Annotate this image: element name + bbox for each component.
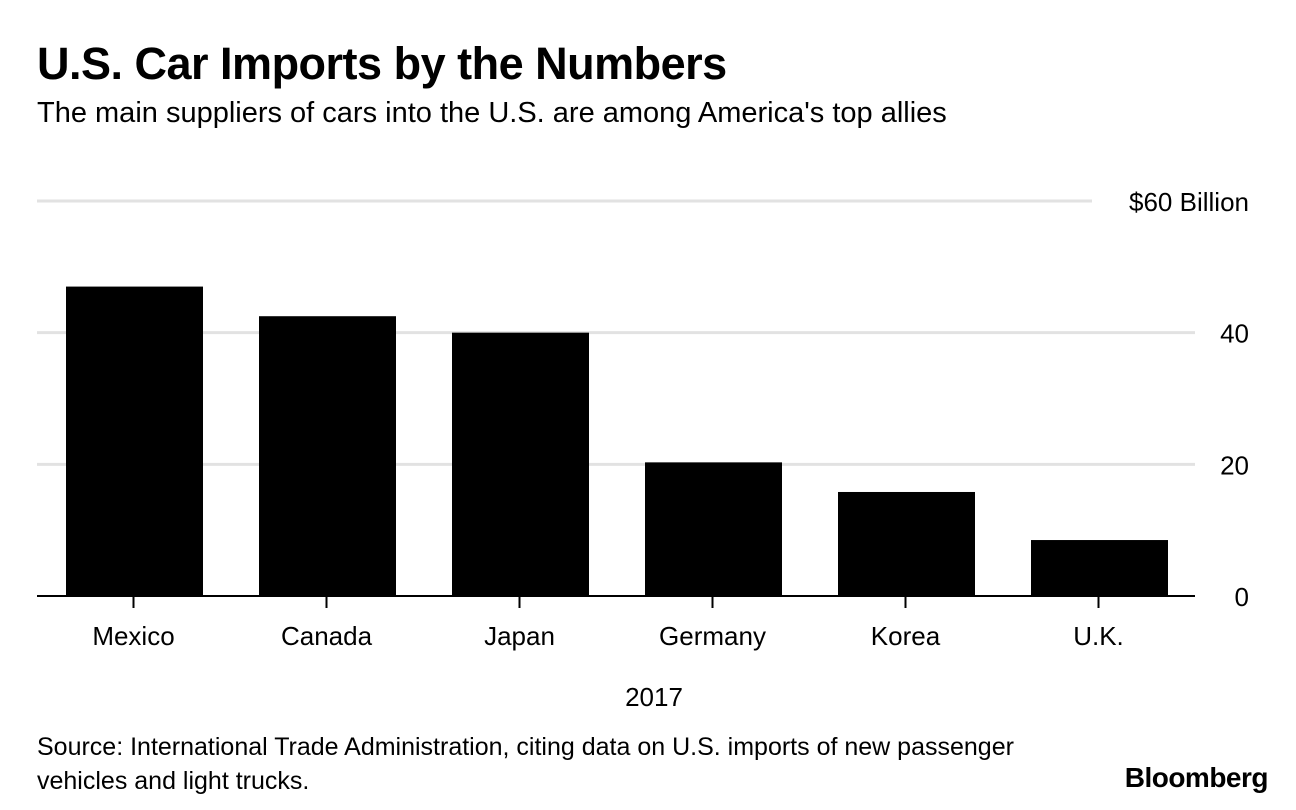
x-tick-label: U.K. [1073,621,1124,651]
bar-chart: 0 20 40 $60 Billion Mexico Canada Japan Germany… [37,187,1249,712]
bar [645,462,782,596]
y-tick-label: 40 [1220,319,1249,349]
x-axis-label: 2017 [625,682,683,712]
x-tick-label: Mexico [92,621,174,651]
bar [838,491,975,596]
y-tick-label: 0 [1235,582,1249,612]
bloomberg-logo: Bloomberg [1124,762,1269,793]
source-note: Source: International Trade Administrati… [37,733,1014,795]
x-tick-label: Germany [659,621,766,651]
chart-title: U.S. Car Imports by the Numbers [37,38,727,89]
bar [452,332,589,596]
x-tick-label: Japan [484,621,555,651]
chart-subtitle: The main suppliers of cars into the U.S.… [37,97,947,129]
y-tick-label: $60 Billion [1129,187,1249,217]
y-tick-label: 20 [1220,450,1249,480]
bar [259,316,396,596]
bar [1031,540,1168,596]
x-tick-label: Canada [281,621,373,651]
x-tick-label: Korea [871,621,941,651]
bar [66,286,203,596]
